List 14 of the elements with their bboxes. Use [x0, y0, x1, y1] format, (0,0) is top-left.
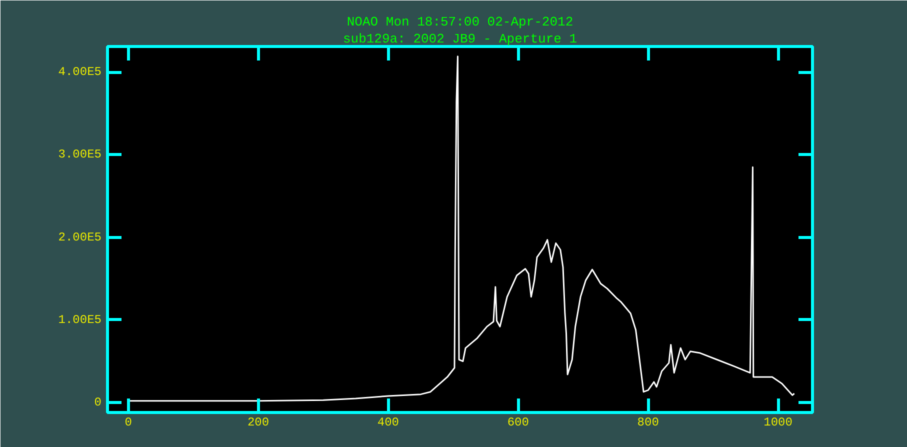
y-tick-label: 1.00E5 — [58, 312, 102, 327]
y-tick-label: 4.00E5 — [58, 65, 102, 80]
x-tick-label: 400 — [377, 416, 400, 430]
x-tick-label: 800 — [637, 416, 659, 430]
y-tick-label: 2.00E5 — [58, 230, 102, 244]
line-series — [128, 56, 796, 402]
chart-subtitle: sub129a: 2002 JB9 - Aperture 1 — [342, 32, 578, 46]
y-tick-label: 0 — [94, 396, 102, 410]
x-tick-label: 1000 — [764, 416, 792, 430]
chart-title: NOAO Mon 18:57:00 02-Apr-2012 — [346, 14, 574, 30]
x-tick-label: 200 — [247, 416, 270, 430]
y-tick-label: 3.00E5 — [58, 148, 102, 162]
x-tick-label: 600 — [507, 416, 529, 430]
x-tick-label: 0 — [124, 416, 132, 430]
